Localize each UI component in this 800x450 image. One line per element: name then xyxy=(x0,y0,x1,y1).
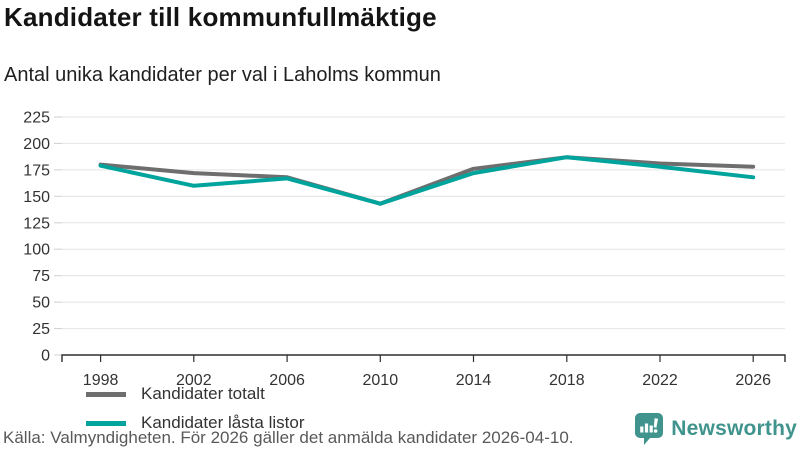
series-line-1 xyxy=(98,155,756,206)
x-axis-label: 2002 xyxy=(176,372,212,389)
legend-item-lasta-listor: Kandidater låsta listor xyxy=(86,413,304,433)
x-axis-label: 2010 xyxy=(363,372,399,389)
legend-swatch-lasta-listor xyxy=(86,420,126,426)
y-axis-label: 75 xyxy=(32,268,50,285)
source-note: Källa: Valmyndigheten. För 2026 gäller d… xyxy=(3,428,574,447)
x-axis-label: 2014 xyxy=(456,372,492,389)
y-axis-label: 175 xyxy=(23,162,50,179)
legend-label-totalt: Kandidater totalt xyxy=(141,384,265,403)
line-chart-canvas: 0 25 50 75 100 125 150 175 200 225 1998 2002 2006 201… xyxy=(23,110,786,389)
y-axis-label: 125 xyxy=(23,215,50,232)
chart-subtitle: Antal unika kandidater per val i Laholms… xyxy=(4,64,441,86)
y-axis-label: 50 xyxy=(32,295,50,312)
x-axis-label: 2022 xyxy=(642,372,678,389)
chart-legend: Kandidater totalt Kandidater låsta listo… xyxy=(86,384,304,433)
x-axis-label: 1998 xyxy=(83,372,119,389)
y-axis-label: 25 xyxy=(32,321,50,338)
x-axis-label: 2026 xyxy=(735,372,771,389)
brand-wordmark: Newsworthy xyxy=(671,416,797,440)
legend-label-lasta-listor: Kandidater låsta listor xyxy=(141,413,305,432)
newsworthy-logo: Newsworthy xyxy=(634,412,797,445)
line-chart: 0 25 50 75 100 125 150 175 200 225 1998 2002 2006 201… xyxy=(0,98,800,432)
y-axis-label: 200 xyxy=(23,136,50,153)
x-axis-line xyxy=(61,354,786,362)
legend-item-totalt: Kandidater totalt xyxy=(86,384,304,404)
y-axis-label: 225 xyxy=(23,110,50,127)
x-axis-label: 2006 xyxy=(269,372,305,389)
y-axis-label: 100 xyxy=(23,242,50,259)
series-line-0 xyxy=(98,155,756,206)
chart-title: Kandidater till kommunfullmäktige xyxy=(4,2,437,32)
bar-chart-speech-bubble-icon xyxy=(635,413,664,445)
y-axis-label: 0 xyxy=(41,348,50,365)
x-axis-label: 2018 xyxy=(549,372,585,389)
legend-swatch-totalt xyxy=(86,391,126,397)
y-axis-label: 150 xyxy=(23,189,50,206)
